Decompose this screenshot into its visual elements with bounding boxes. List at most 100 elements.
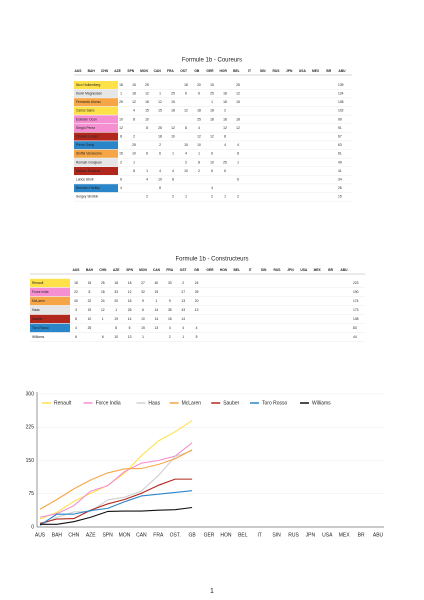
cell-value: 25 bbox=[223, 160, 227, 164]
cell-value: 35 bbox=[168, 308, 172, 312]
cell-value: 16 bbox=[128, 299, 132, 303]
cell-value: 12 bbox=[158, 100, 162, 104]
cell-value: 1 bbox=[142, 335, 144, 339]
row-name: Lance Stroll bbox=[76, 177, 94, 181]
cell-value: 10 bbox=[197, 143, 201, 147]
cell-value: 1 bbox=[115, 308, 117, 312]
cell-value: 27 bbox=[181, 290, 185, 294]
cell-value: 13 bbox=[128, 335, 132, 339]
cell-value: 12 bbox=[184, 109, 188, 113]
row-total: 83 bbox=[353, 326, 357, 330]
cell-value: 2 bbox=[237, 195, 239, 199]
cell-value: 18 bbox=[119, 83, 123, 87]
cell-value: 4 bbox=[196, 326, 198, 330]
cell-value: 20 bbox=[195, 299, 199, 303]
row-total: 44 bbox=[353, 335, 357, 339]
cell-value: 10 bbox=[141, 317, 145, 321]
cell-value: 10 bbox=[158, 177, 162, 181]
x-tick-label: FRA bbox=[153, 532, 164, 538]
column-header: USA bbox=[300, 268, 308, 272]
cell-value: 15 bbox=[141, 326, 145, 330]
cell-value: 15 bbox=[171, 100, 175, 104]
column-header: JPN bbox=[287, 268, 294, 272]
column-header: FRA bbox=[167, 69, 174, 73]
cell-value: 1 bbox=[146, 169, 148, 173]
cell-value: 18 bbox=[132, 91, 136, 95]
name-cell bbox=[74, 98, 118, 107]
row-name: McLaren bbox=[32, 299, 45, 303]
name-cell bbox=[74, 141, 118, 150]
cell-value: 1 bbox=[120, 91, 122, 95]
cell-value: 1 bbox=[155, 299, 157, 303]
row-name: Sergey Sirotkin bbox=[76, 195, 99, 199]
cell-value: 13 bbox=[195, 308, 199, 312]
cell-value: 2 bbox=[146, 195, 148, 199]
cell-value: 18 bbox=[197, 109, 201, 113]
column-header: FRA bbox=[166, 268, 173, 272]
row-name: Williams bbox=[32, 335, 45, 339]
cell-value: 2 bbox=[211, 195, 213, 199]
row-name: Esteban Ocon bbox=[76, 117, 97, 121]
cell-value: 40 bbox=[155, 281, 159, 285]
cell-value: 1 bbox=[159, 91, 161, 95]
cell-value: 13 bbox=[181, 299, 185, 303]
column-header: MEX bbox=[312, 69, 320, 73]
name-cell bbox=[74, 132, 118, 141]
column-header: IT bbox=[249, 268, 252, 272]
name-cell bbox=[74, 124, 118, 132]
row-total: 34 bbox=[338, 177, 342, 181]
column-header: BAH bbox=[86, 268, 94, 272]
cell-value: 8 bbox=[198, 160, 200, 164]
column-header: CAN bbox=[153, 268, 161, 272]
cell-value: 8 bbox=[224, 134, 226, 138]
cell-value: 25 bbox=[197, 117, 201, 121]
x-tick-label: SIN bbox=[272, 532, 281, 538]
cell-value: 8 bbox=[159, 186, 161, 190]
legend-label: Toro Rosso bbox=[262, 400, 288, 406]
name-cell bbox=[74, 89, 118, 98]
column-header: AUS bbox=[73, 268, 81, 272]
cell-value: 18 bbox=[171, 109, 175, 113]
cell-value: 18 bbox=[145, 100, 149, 104]
column-header: AZE bbox=[114, 69, 121, 73]
column-header: RUS bbox=[274, 268, 282, 272]
cell-value: 43 bbox=[181, 308, 185, 312]
column-header: GB bbox=[194, 69, 200, 73]
cell-value: 18 bbox=[223, 91, 227, 95]
row-total: 124 bbox=[338, 91, 344, 95]
cell-value: 4 bbox=[182, 326, 184, 330]
cell-value: 13 bbox=[155, 326, 159, 330]
cell-value: 4 bbox=[75, 326, 77, 330]
cell-value: 3 bbox=[75, 308, 77, 312]
name-cell bbox=[74, 106, 118, 115]
row-name: Force India bbox=[32, 290, 49, 294]
column-header: CHN bbox=[99, 268, 107, 272]
cell-value: 12 bbox=[119, 126, 123, 130]
cell-value: 6 bbox=[142, 308, 144, 312]
x-tick-label: MON bbox=[119, 532, 131, 538]
name-cell bbox=[74, 115, 118, 124]
row-total: 15 bbox=[338, 195, 342, 199]
cell-value: 22 bbox=[88, 299, 92, 303]
column-header: IT bbox=[248, 69, 251, 73]
cell-value: 39 bbox=[195, 290, 199, 294]
cell-value: 8 bbox=[172, 177, 174, 181]
cell-value: 18 bbox=[184, 83, 188, 87]
x-tick-label: BEL bbox=[238, 532, 248, 538]
x-tick-label: HON bbox=[220, 532, 232, 538]
cell-value: 25 bbox=[101, 281, 105, 285]
cell-value: 6 bbox=[211, 152, 213, 156]
column-header: BR bbox=[328, 268, 333, 272]
cell-value: 14 bbox=[181, 317, 185, 321]
row-total: 99 bbox=[338, 117, 342, 121]
x-tick-label: GER bbox=[204, 532, 215, 538]
cell-value: 18 bbox=[128, 281, 132, 285]
column-header: BAH bbox=[88, 69, 96, 73]
table-title: Formule 1b - Constructeurs bbox=[175, 257, 248, 263]
cell-value: 25 bbox=[171, 91, 175, 95]
series-line bbox=[39, 442, 193, 518]
cell-value: 2 bbox=[185, 160, 187, 164]
cell-value: 4 bbox=[159, 169, 161, 173]
x-tick-label: OST. bbox=[170, 532, 181, 538]
